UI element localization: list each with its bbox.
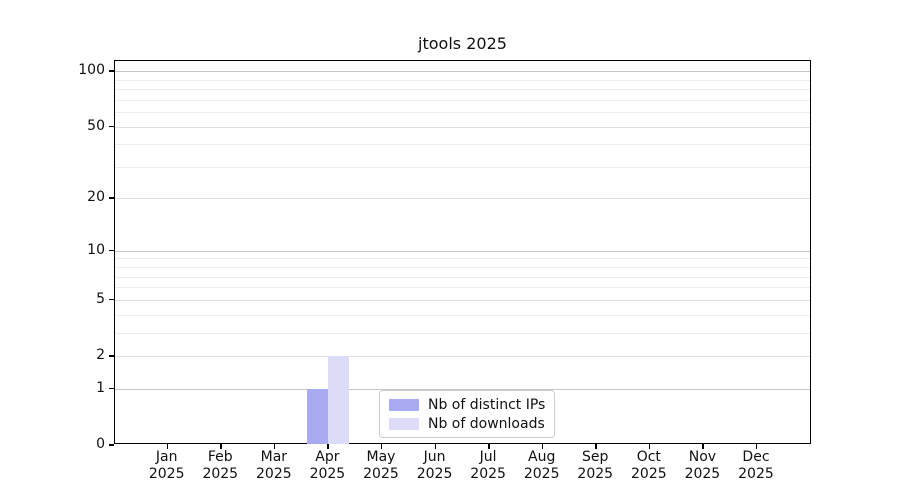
- y-tick-mark: [109, 387, 114, 390]
- x-tick-year: 2025: [470, 466, 506, 482]
- x-tick-mark: [220, 444, 222, 449]
- x-tick-mark: [648, 444, 651, 449]
- x-tick-mark: [702, 444, 704, 449]
- x-tick-mark: [541, 444, 544, 449]
- x-tick-mark: [755, 444, 758, 449]
- x-tick-mark: [273, 444, 276, 449]
- x-tick-label: Jun 2025: [403, 449, 467, 483]
- gridline-minor: [115, 79, 810, 81]
- x-tick-mark: [595, 444, 597, 449]
- x-tick-label: Nov 2025: [670, 449, 734, 483]
- x-tick-year: 2025: [577, 466, 614, 482]
- gridline-minor: [115, 258, 810, 260]
- x-tick-mark: [380, 444, 383, 449]
- gridline-major: [115, 71, 810, 73]
- x-tick-month: Jun: [423, 449, 446, 465]
- x-tick-label: Feb 2025: [188, 449, 252, 483]
- x-tick-label: Jan 2025: [135, 449, 199, 483]
- gridline-major: [115, 388, 810, 390]
- x-tick-month: Nov: [688, 449, 717, 465]
- x-tick-year: 2025: [523, 466, 560, 482]
- legend-row: Nb of distinct IPs: [389, 395, 545, 414]
- x-tick-year: 2025: [202, 466, 239, 482]
- y-tick-mark: [109, 197, 114, 199]
- x-tick-mark: [434, 444, 437, 449]
- y-tick-label: 2: [96, 347, 105, 363]
- y-tick-mark: [109, 298, 114, 301]
- bar-nb-of-downloads: [328, 356, 350, 444]
- y-tick-label: 1: [96, 379, 105, 396]
- x-tick-month: Mar: [260, 449, 288, 465]
- gridline-minor: [115, 144, 810, 146]
- y-tick-mark: [109, 355, 114, 357]
- legend-swatch: [389, 398, 419, 411]
- x-tick-year: 2025: [363, 466, 399, 482]
- gridline-major: [115, 250, 810, 252]
- y-tick-label: 20: [87, 189, 105, 206]
- y-tick-mark: [109, 125, 114, 127]
- y-tick-label: 5: [96, 290, 105, 307]
- legend-label: Nb of distinct IPs: [428, 396, 546, 413]
- legend-swatch: [389, 417, 419, 430]
- gridline-minor: [115, 287, 810, 289]
- x-tick-year: 2025: [148, 466, 185, 482]
- gridline-minor: [115, 89, 810, 91]
- gridline-minor: [115, 166, 810, 168]
- legend: Nb of distinct IPs Nb of downloads: [379, 390, 556, 438]
- x-tick-label: Jul 2025: [456, 449, 520, 483]
- x-tick-year: 2025: [684, 466, 721, 482]
- gridline-minor: [115, 112, 810, 113]
- x-tick-label: Dec 2025: [724, 449, 788, 483]
- chart-title: jtools 2025: [418, 34, 507, 53]
- x-tick-month: Aug: [528, 449, 556, 465]
- gridline-major: [115, 299, 810, 301]
- gridline-major: [115, 126, 810, 128]
- y-tick-label: 100: [78, 62, 105, 79]
- x-tick-month: May: [366, 449, 396, 465]
- x-tick-month: Jul: [479, 449, 497, 465]
- gridline-minor: [115, 276, 810, 278]
- gridline-minor: [115, 314, 810, 316]
- gridline-minor: [115, 332, 810, 334]
- x-tick-label: May 2025: [349, 449, 413, 483]
- x-tick-month: Dec: [742, 449, 770, 465]
- x-tick-year: 2025: [256, 466, 292, 482]
- y-tick-label: 0: [96, 436, 105, 452]
- x-tick-label: Mar 2025: [242, 449, 306, 483]
- y-tick-label: 50: [87, 117, 105, 134]
- x-tick-label: Oct 2025: [617, 449, 681, 483]
- x-tick-month: Apr: [315, 449, 340, 465]
- x-tick-month: Sep: [582, 449, 609, 465]
- x-tick-month: Jan: [155, 449, 178, 465]
- x-tick-mark: [488, 444, 490, 449]
- gridline-major: [115, 198, 810, 200]
- x-tick-month: Feb: [207, 449, 233, 465]
- bar-nb-of-distinct-ips: [307, 388, 329, 444]
- gridline-minor: [115, 99, 810, 101]
- x-tick-mark: [327, 444, 329, 449]
- gridline-major: [115, 356, 810, 357]
- x-tick-year: 2025: [309, 466, 346, 482]
- x-tick-mark: [166, 444, 169, 449]
- legend-label: Nb of downloads: [428, 415, 545, 432]
- legend-row: Nb of downloads: [389, 414, 545, 433]
- y-tick-mark: [109, 444, 114, 446]
- x-tick-year: 2025: [738, 466, 774, 482]
- x-tick-month: Oct: [636, 449, 661, 465]
- y-tick-label: 10: [87, 241, 105, 258]
- gridline-minor: [115, 267, 810, 269]
- x-tick-label: Aug 2025: [510, 449, 574, 483]
- x-tick-year: 2025: [631, 466, 667, 482]
- y-tick-mark: [109, 70, 114, 72]
- plot-area: [114, 60, 811, 444]
- y-tick-mark: [109, 249, 114, 252]
- x-tick-label: Apr 2025: [295, 449, 359, 483]
- x-tick-label: Sep 2025: [563, 449, 627, 483]
- x-tick-year: 2025: [416, 466, 453, 482]
